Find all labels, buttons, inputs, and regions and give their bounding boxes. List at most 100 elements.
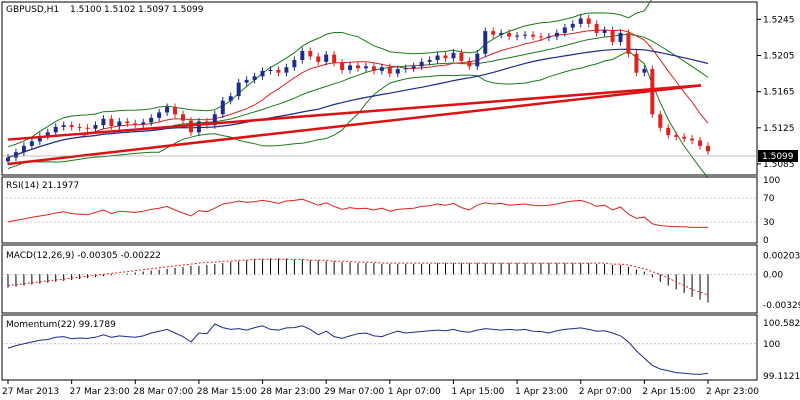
current-price-box — [758, 150, 798, 162]
candle-body — [165, 107, 170, 113]
rsi-tick-label: 100 — [763, 176, 780, 186]
candlesticks — [6, 14, 710, 165]
trendlines — [7, 84, 702, 166]
candle-body — [403, 68, 408, 70]
price-tick-label: 1.5245 — [763, 15, 795, 25]
macd-tick-label: 0.00203 — [763, 251, 800, 261]
price-tick-label: 1.5085 — [763, 160, 795, 170]
candle-body — [363, 66, 368, 69]
candle-body — [348, 65, 353, 70]
candle-body — [570, 23, 575, 28]
macd-panel — [1, 244, 758, 314]
candle-body — [21, 145, 26, 153]
candle-body — [53, 126, 58, 133]
candle-body — [586, 18, 591, 24]
ma-slow — [7, 48, 709, 159]
candle-body — [594, 23, 599, 33]
moving-averages — [7, 29, 709, 159]
candle-body — [626, 32, 631, 54]
momentum-tick-label: 100 — [763, 340, 780, 350]
candle-body — [682, 136, 687, 139]
candle-body — [45, 132, 50, 136]
candle-body — [157, 112, 162, 118]
candle-body — [578, 18, 583, 24]
candle-body — [419, 61, 424, 67]
macd-label: MACD(12,26,9) -0.00305 -0.00222 — [6, 251, 161, 261]
candle-body — [77, 126, 82, 128]
candle-body — [443, 55, 448, 59]
candle-body — [610, 30, 615, 42]
candle-body — [292, 60, 297, 68]
candle-body — [356, 65, 360, 69]
time-tick-label: 1 Apr 07:00 — [388, 387, 441, 397]
candle-body — [674, 135, 679, 137]
candle-body — [491, 31, 496, 35]
price-axis: 1.5245 1.5205 1.5165 1.5125 1.5085 — [757, 15, 795, 170]
candle-body — [93, 125, 98, 129]
rsi-levels — [2, 197, 757, 223]
bollinger-upper — [7, 0, 652, 148]
candle-body — [435, 55, 440, 61]
candle-body — [276, 69, 281, 73]
macd-signal-line — [7, 258, 709, 296]
ohlc-high: 1.5102 — [104, 5, 136, 15]
momentum-label: Momentum(22) 99.1789 — [6, 320, 116, 330]
candle-body — [459, 52, 464, 61]
candle-body — [308, 50, 313, 57]
time-tick-label: 1 Apr 23:00 — [515, 387, 568, 397]
candle-body — [371, 66, 376, 71]
macd-histogram — [7, 258, 709, 303]
candle-body — [61, 125, 66, 127]
candle-body — [698, 140, 703, 146]
rsi-axis: 100 70 30 0 — [763, 176, 780, 246]
candle-body — [658, 114, 663, 128]
candle-body — [427, 60, 432, 62]
candle-body — [29, 141, 34, 146]
candle-body — [706, 145, 710, 152]
candle-body — [538, 36, 543, 38]
candle-body — [117, 121, 122, 127]
time-tick-label: 2 Apr 23:00 — [706, 387, 759, 397]
candle-body — [507, 32, 512, 37]
price-tick-label: 1.5165 — [763, 88, 795, 98]
time-tick-label: 28 Mar 07:00 — [133, 387, 193, 397]
rsi-tick-label: 0 — [763, 236, 769, 246]
price-tick-label: 1.5205 — [763, 52, 795, 62]
time-tick-label: 29 Mar 07:00 — [324, 387, 384, 397]
candle-body — [554, 32, 559, 37]
candle-body — [523, 34, 528, 36]
trendline — [7, 84, 702, 166]
ma-fast — [7, 29, 709, 159]
rsi-label: RSI(14) 21.1977 — [6, 181, 79, 191]
candle-body — [13, 152, 18, 158]
candle-body — [141, 122, 146, 125]
candle-body — [101, 118, 106, 126]
price-panel — [1, 1, 758, 176]
momentum-panel — [1, 314, 758, 381]
rsi-tick-label: 30 — [763, 218, 775, 228]
momentum-axis: 100.5823 100 99.1121 — [763, 319, 800, 382]
ohlc-open: 1.5100 — [70, 5, 102, 15]
candle-body — [618, 32, 623, 42]
ohlc-low: 1.5097 — [138, 5, 170, 15]
candle-body — [332, 54, 337, 63]
candle-body — [690, 138, 695, 141]
candle-body — [316, 56, 321, 62]
time-tick-label: 2 Apr 15:00 — [642, 387, 695, 397]
candle-body — [475, 53, 480, 67]
candle-body — [69, 125, 74, 127]
macd-tick-label: -0.00329 — [763, 301, 800, 311]
candle-body — [340, 62, 345, 70]
candle-body — [181, 114, 185, 121]
candle-body — [324, 54, 329, 62]
candle-body — [634, 53, 639, 73]
trendline — [7, 84, 702, 141]
candle-body — [252, 76, 257, 80]
candle-body — [85, 127, 90, 129]
candle-body — [499, 32, 504, 35]
time-axis: 27 Mar 2013 27 Mar 23:00 28 Mar 07:00 28 Ma… — [2, 380, 759, 397]
macd-axis: 0.00203 0.00 -0.00329 — [763, 251, 800, 311]
rsi-tick-label: 70 — [763, 194, 775, 204]
candle-body — [284, 67, 289, 73]
